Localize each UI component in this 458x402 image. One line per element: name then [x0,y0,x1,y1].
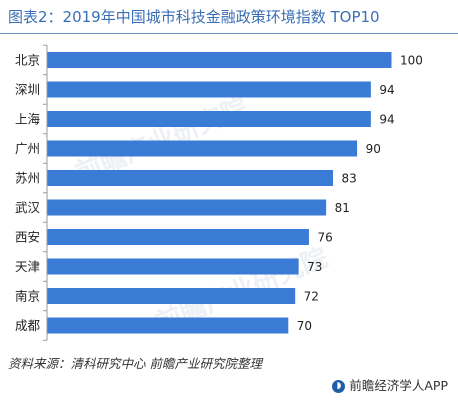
category-label: 成都 [15,318,41,333]
value-label: 94 [379,113,394,127]
category-label: 北京 [15,53,40,68]
value-label: 76 [317,231,332,245]
value-label: 81 [335,201,350,215]
bar [47,111,371,127]
category-label: 天津 [15,259,40,274]
category-label: 武汉 [15,200,41,215]
bar [47,288,296,304]
category-label: 深圳 [15,82,40,97]
source-note: 资料来源：清科研究中心 前瞻产业研究院整理 [8,356,262,371]
value-label: 73 [307,260,322,274]
category-label: 西安 [15,230,40,245]
value-label: 70 [297,319,312,333]
value-label: 94 [379,83,394,97]
chart-title: 图表2：2019年中国城市科技金融政策环境指数 TOP10 [8,8,380,26]
category-label: 广州 [15,141,40,156]
title-divider [0,33,458,34]
category-label: 苏州 [15,171,40,186]
qianzhan-logo-icon: ◗ [332,379,346,393]
bar [47,140,358,157]
bar [47,317,289,334]
bar [47,170,334,186]
category-label: 上海 [15,112,41,127]
value-label: 100 [400,54,423,68]
category-label: 南京 [15,289,40,304]
bar [47,258,299,275]
bar [47,52,392,68]
brand-name: 前瞻经济学人APP [349,378,448,393]
brand-credit: ◗ 前瞻经济学人APP [332,378,448,394]
value-label: 90 [366,142,381,156]
value-label: 72 [304,290,319,304]
value-label: 83 [342,172,357,186]
bar [47,199,327,216]
bar [47,81,371,98]
bar [47,229,309,245]
